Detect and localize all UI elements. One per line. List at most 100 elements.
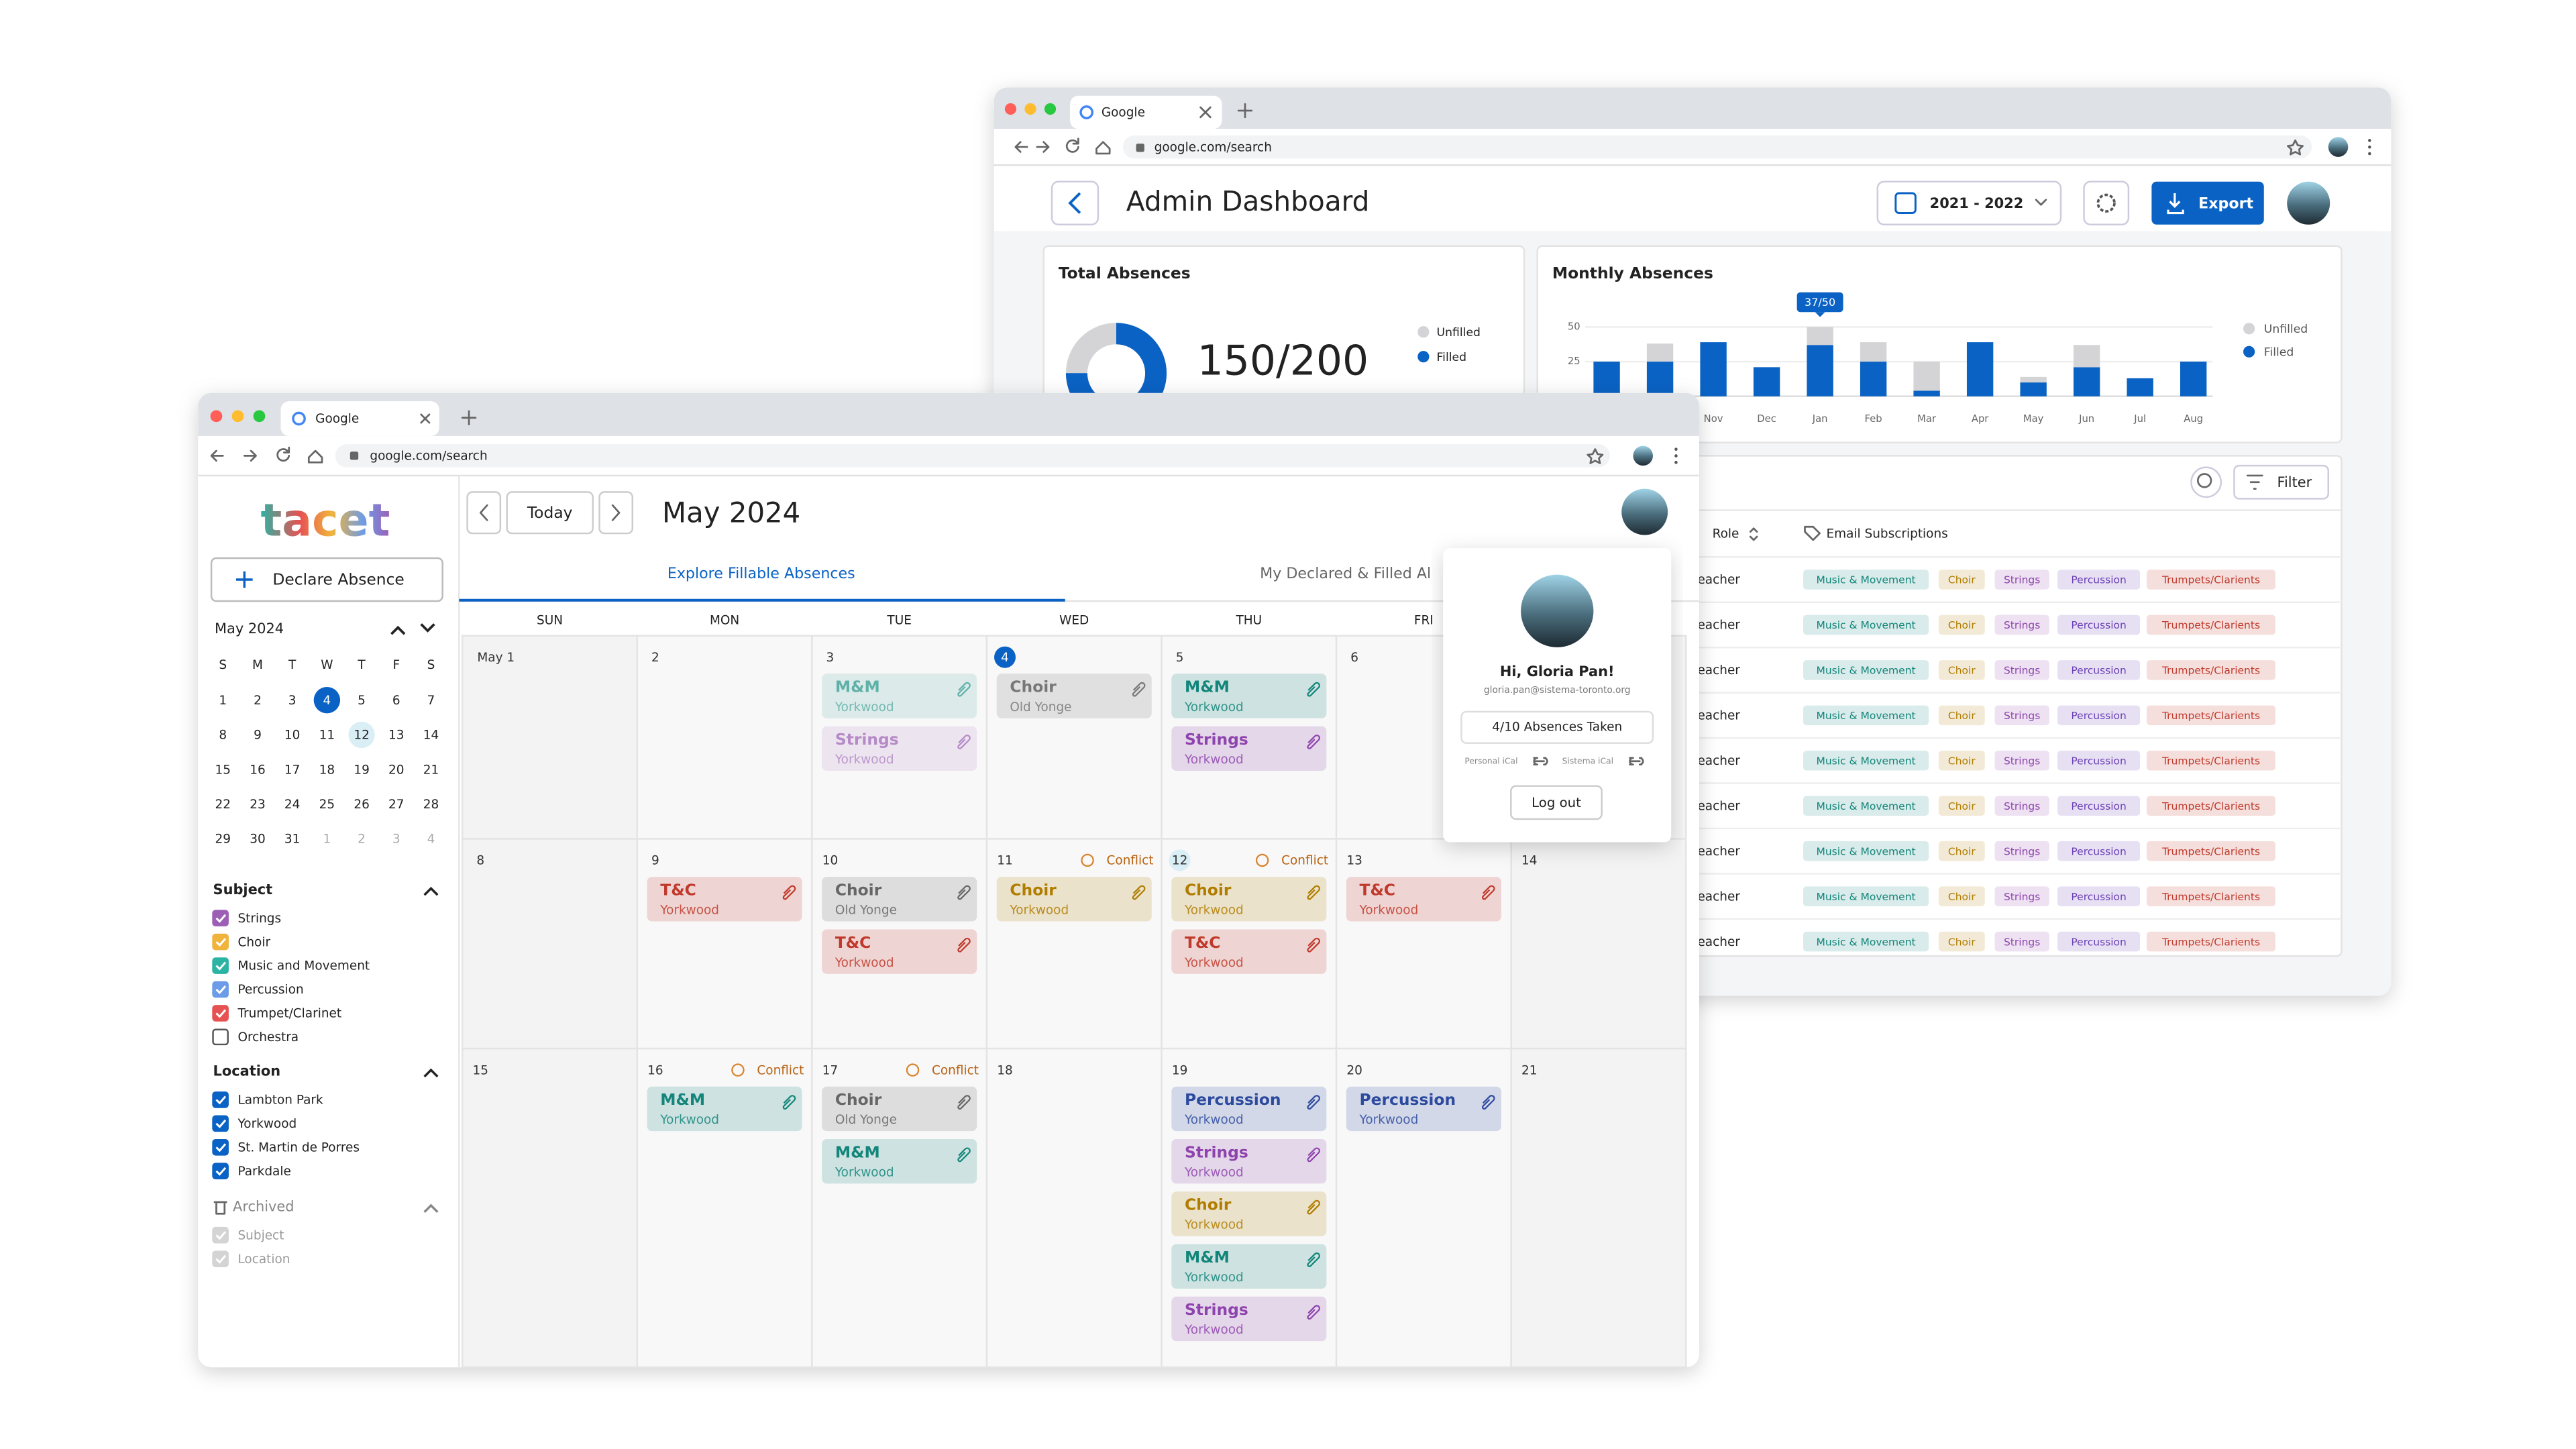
prev-month[interactable]	[390, 625, 406, 635]
date[interactable]: 31	[284, 833, 300, 847]
bookmark[interactable]	[1587, 448, 1604, 464]
declare-button[interactable]	[210, 557, 443, 602]
event-card[interactable]	[647, 877, 802, 922]
date[interactable]: 14	[423, 729, 439, 743]
event-card[interactable]	[1346, 1086, 1501, 1132]
date[interactable]: 20	[388, 763, 404, 777]
event-card[interactable]	[1171, 674, 1327, 718]
tab-active[interactable]: Explore Fillable Absences	[667, 565, 855, 582]
prev-button[interactable]	[466, 491, 502, 535]
event-card[interactable]	[1171, 1244, 1327, 1289]
minimize-dot[interactable]	[1024, 103, 1036, 115]
checkbox[interactable]	[212, 981, 229, 998]
event-card[interactable]	[822, 1086, 977, 1132]
link-icon[interactable]	[1629, 757, 1644, 766]
close-dot[interactable]	[1004, 103, 1017, 115]
date[interactable]: 25	[319, 798, 335, 812]
date[interactable]: 18	[319, 763, 335, 777]
date[interactable]: 27	[388, 798, 404, 812]
event-card[interactable]	[647, 1086, 802, 1132]
event-card[interactable]	[1171, 1191, 1327, 1236]
nav-arrows[interactable]	[210, 449, 257, 462]
new-tab[interactable]	[461, 410, 477, 425]
date[interactable]: 8	[219, 729, 227, 743]
date[interactable]: 5	[358, 694, 366, 708]
browser-tab[interactable]	[280, 401, 439, 436]
checkbox[interactable]	[212, 1005, 229, 1022]
event-card[interactable]	[1346, 877, 1501, 922]
date[interactable]: 15	[215, 763, 231, 777]
date[interactable]: 4	[427, 833, 435, 847]
event-card[interactable]	[822, 1138, 977, 1184]
event-card[interactable]	[1171, 877, 1327, 922]
tab-close[interactable]	[420, 413, 431, 424]
collapse[interactable]	[423, 1068, 439, 1078]
close-dot[interactable]	[210, 410, 223, 423]
date[interactable]: 29	[215, 833, 231, 847]
event-card[interactable]	[822, 929, 977, 974]
checkbox[interactable]	[212, 1163, 229, 1180]
date[interactable]: 2	[254, 694, 262, 708]
checkbox[interactable]	[212, 957, 229, 974]
logout-button[interactable]	[1510, 785, 1603, 820]
date[interactable]: 9	[254, 729, 262, 743]
date[interactable]: 19	[354, 763, 369, 777]
new-tab[interactable]	[1237, 103, 1253, 119]
event-card[interactable]	[1171, 726, 1327, 771]
date[interactable]: 28	[423, 798, 439, 812]
profile[interactable]	[2328, 137, 2349, 157]
event-card[interactable]	[1171, 1086, 1327, 1132]
date[interactable]: 22	[215, 798, 231, 812]
event-card[interactable]	[822, 726, 977, 771]
date[interactable]: 26	[354, 798, 369, 812]
checkbox[interactable]	[212, 1028, 229, 1046]
checkbox[interactable]	[212, 1091, 229, 1108]
date[interactable]: 16	[250, 763, 265, 777]
date[interactable]: 10	[284, 729, 300, 743]
maximize-dot[interactable]	[253, 410, 266, 423]
home[interactable]	[1095, 141, 1111, 155]
year-select[interactable]	[1876, 180, 2062, 225]
date[interactable]: 7	[427, 694, 435, 708]
date[interactable]: 23	[250, 798, 265, 812]
event-card[interactable]	[1171, 929, 1327, 974]
checkbox[interactable]	[212, 933, 229, 951]
date[interactable]: 13	[388, 729, 404, 743]
logo[interactable]: tacet	[261, 494, 390, 546]
date[interactable]: 2	[358, 833, 366, 847]
date[interactable]: 12	[354, 729, 369, 743]
filter-button[interactable]	[2233, 464, 2329, 500]
event-card[interactable]	[822, 674, 977, 718]
bookmark[interactable]	[2287, 139, 2304, 156]
today-button[interactable]	[506, 491, 594, 535]
avatar[interactable]	[2287, 181, 2330, 225]
tab-close[interactable]	[1199, 106, 1212, 119]
profile[interactable]	[1633, 445, 1653, 466]
checkbox[interactable]	[212, 1250, 229, 1267]
search-button[interactable]	[2190, 466, 2222, 498]
date[interactable]: 1	[323, 833, 331, 847]
date[interactable]: 3	[288, 694, 297, 708]
reload[interactable]	[276, 446, 290, 462]
reload[interactable]	[1065, 138, 1079, 153]
maximize-dot[interactable]	[1044, 103, 1057, 115]
date[interactable]: 30	[250, 833, 265, 847]
next-button[interactable]	[598, 491, 633, 535]
link-icon[interactable]	[1533, 757, 1548, 766]
tab-inactive[interactable]: My Declared & Filled Al	[1260, 565, 1431, 582]
event-card[interactable]	[822, 877, 977, 922]
browser-tab[interactable]	[1070, 95, 1222, 129]
address-bar[interactable]	[335, 444, 1610, 468]
date[interactable]: 6	[392, 694, 400, 708]
back-button[interactable]	[1051, 180, 1099, 225]
event-card[interactable]	[996, 877, 1152, 922]
date[interactable]: 24	[284, 798, 300, 812]
date[interactable]: 11	[319, 729, 335, 743]
date[interactable]: 21	[423, 763, 439, 777]
checkbox[interactable]	[212, 910, 229, 926]
checkbox[interactable]	[212, 1226, 229, 1244]
collapse[interactable]	[423, 886, 439, 896]
avatar[interactable]	[1621, 488, 1668, 535]
date[interactable]: 1	[219, 694, 227, 708]
collapse[interactable]	[423, 1203, 439, 1213]
